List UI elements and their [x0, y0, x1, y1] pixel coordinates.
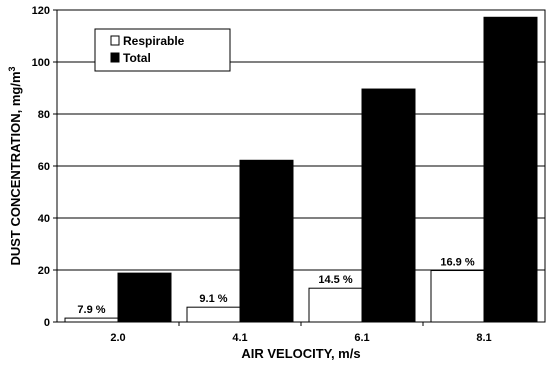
- x-axis-ticks: 2.0 4.1 6.1 8.1: [110, 322, 492, 344]
- data-labels: 7.9 % 9.1 % 14.5 % 16.9 %: [77, 257, 474, 317]
- y-tick-label: 120: [32, 5, 50, 17]
- y-axis-title: DUST CONCENTRATION, mg/m3: [7, 66, 23, 265]
- data-label-4.1: 9.1 %: [199, 293, 227, 305]
- data-label-6.1: 14.5 %: [318, 274, 352, 286]
- y-tick-label: 100: [32, 57, 50, 69]
- bar-respirable-8.1: [430, 270, 485, 323]
- x-tick-label: 6.1: [354, 332, 369, 344]
- x-tick-label: 2.0: [110, 332, 125, 344]
- x-tick-label: 8.1: [476, 332, 491, 344]
- y-tick-label: 80: [38, 109, 50, 121]
- bar-total-4.1: [239, 159, 294, 323]
- bar-total-2.0: [117, 272, 172, 323]
- data-label-2.0: 7.9 %: [77, 304, 105, 316]
- legend-label-total: Total: [123, 51, 151, 65]
- legend: Respirable Total: [94, 28, 231, 72]
- bar-respirable-2.0: [64, 317, 119, 323]
- legend-label-respirable: Respirable: [123, 34, 185, 48]
- data-label-8.1: 16.9 %: [440, 257, 474, 269]
- gridlines: [57, 61, 545, 271]
- x-axis-title: AIR VELOCITY, m/s: [241, 346, 360, 361]
- y-tick-label: 0: [44, 317, 50, 329]
- y-tick-label: 20: [38, 265, 50, 277]
- bar-total-8.1: [483, 16, 538, 323]
- y-tick-label: 40: [38, 213, 50, 225]
- bar-total-6.1: [361, 88, 416, 323]
- y-axis-title-text: DUST CONCENTRATION, mg/m: [8, 71, 23, 265]
- bar-respirable-4.1: [186, 306, 241, 323]
- y-axis-title-superscript: 3: [7, 66, 17, 71]
- y-axis-ticks: 0 20 40 60 80 100 120: [32, 5, 57, 329]
- legend-swatch-respirable: [110, 35, 120, 46]
- x-tick-label: 4.1: [232, 332, 247, 344]
- legend-swatch-total: [110, 52, 120, 63]
- bars: [64, 16, 538, 323]
- y-tick-label: 60: [38, 161, 50, 173]
- bar-respirable-6.1: [308, 287, 363, 323]
